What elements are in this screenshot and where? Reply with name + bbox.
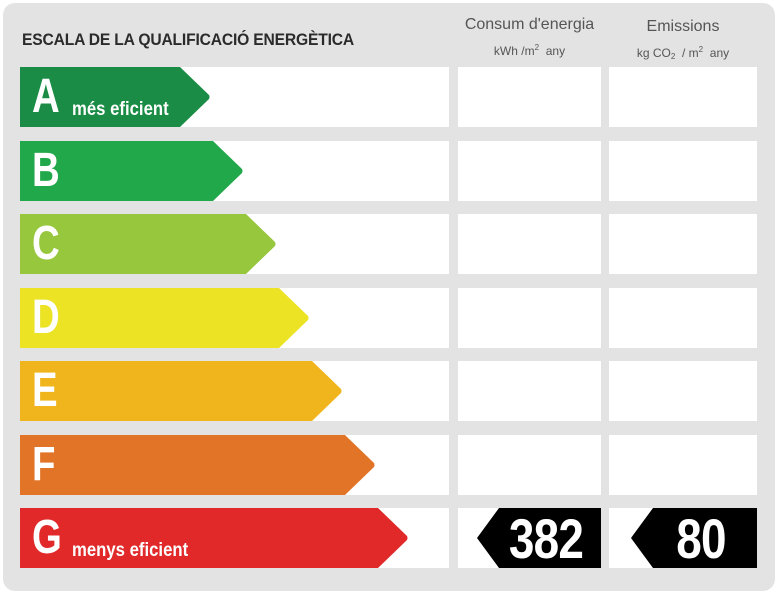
rating-letter: D bbox=[32, 290, 60, 344]
consum-cell bbox=[458, 67, 601, 127]
rating-arrow-f bbox=[20, 434, 375, 495]
emissions-header: Emissions kg CO2 / m2 any bbox=[609, 18, 757, 64]
consum-badge-value: 382 bbox=[508, 507, 584, 570]
rating-arrow-d bbox=[20, 287, 309, 348]
rating-letter: F bbox=[32, 437, 56, 491]
rating-arrow-b bbox=[20, 140, 243, 201]
consum-label: Consum d'energia bbox=[464, 16, 595, 33]
rating-letter: C bbox=[32, 217, 60, 270]
consum-unit: kWh /m2 any bbox=[493, 43, 566, 58]
emissions-cell bbox=[609, 214, 757, 274]
rating-sublabel: menys eficient bbox=[72, 540, 189, 561]
consum-badge: 382 bbox=[477, 507, 601, 570]
label-title: ESCALA DE LA QUALIFICACIÓ ENERGÈTICA bbox=[22, 30, 354, 49]
emissions-cell bbox=[609, 287, 757, 348]
consum-cell bbox=[458, 287, 601, 348]
consum-cell bbox=[458, 361, 601, 421]
emissions-cell bbox=[609, 67, 757, 127]
emissions-label: Emissions bbox=[646, 18, 720, 35]
rating-arrow-c bbox=[20, 214, 276, 274]
consum-cell bbox=[458, 214, 601, 274]
rating-row-d: D bbox=[20, 287, 757, 348]
rating-row-f: F bbox=[20, 434, 757, 495]
rating-letter: E bbox=[32, 364, 58, 417]
rating-letter: A bbox=[32, 70, 60, 123]
rating-sublabel: més eficient bbox=[72, 99, 169, 120]
consum-cell bbox=[458, 434, 601, 495]
emissions-badge: 80 bbox=[631, 507, 757, 570]
emissions-unit: kg CO2 / m2 any bbox=[636, 45, 730, 61]
consum-cell bbox=[458, 140, 601, 201]
emissions-badge-value: 80 bbox=[676, 507, 726, 570]
consum-header: Consum d'energia kWh /m2 any bbox=[458, 16, 601, 58]
rating-letter: G bbox=[32, 511, 62, 564]
rating-row-e: E bbox=[20, 361, 757, 421]
emissions-cell bbox=[609, 434, 757, 495]
rating-row-b: B bbox=[20, 140, 757, 201]
rating-arrow-g bbox=[20, 508, 408, 568]
emissions-cell bbox=[609, 361, 757, 421]
rating-arrow-e bbox=[20, 361, 342, 421]
rating-row-c: C bbox=[20, 214, 757, 274]
rating-arrow-a bbox=[20, 67, 210, 127]
emissions-cell bbox=[609, 140, 757, 201]
rating-letter: B bbox=[32, 143, 60, 197]
